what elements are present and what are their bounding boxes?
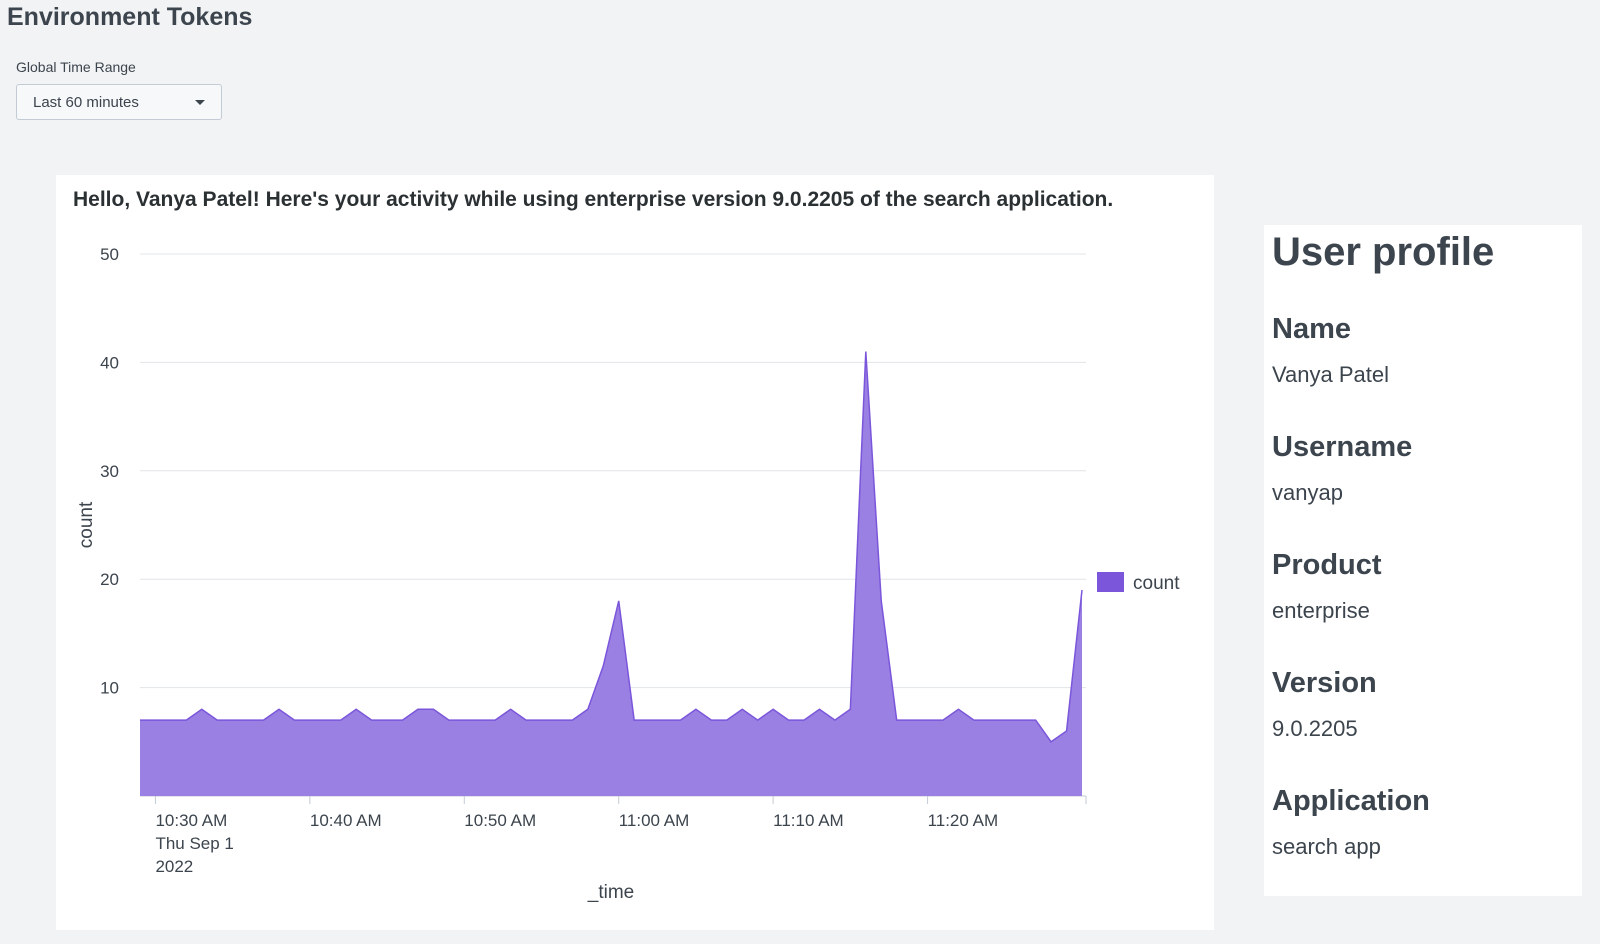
profile-field-username: Username vanyap — [1272, 431, 1412, 506]
time-range-dropdown[interactable]: Last 60 minutes — [16, 84, 222, 120]
caret-down-icon — [195, 100, 205, 105]
y-axis-title: count — [76, 501, 97, 548]
series-line-count — [140, 351, 1083, 743]
profile-field-name: Name Vanya Patel — [1272, 313, 1389, 388]
x-tick-label: 10:40 AM — [310, 811, 382, 830]
area-chart: 10 20 30 40 50 10:30 AM Thu Sep 1 2022 10:40 AM 1… — [76, 245, 1180, 903]
series-area-count — [140, 351, 1082, 796]
x-axis-title: _time — [587, 882, 634, 903]
dashboard-title: Environment Tokens — [7, 3, 253, 31]
y-tick-label: 10 — [100, 679, 119, 698]
profile-field-version: Version 9.0.2205 — [1272, 667, 1377, 742]
x-tick-label: 11:00 AM — [619, 811, 690, 830]
field-label: Application — [1272, 785, 1430, 817]
profile-heading: User profile — [1272, 230, 1495, 274]
field-value: enterprise — [1272, 598, 1370, 623]
field-label: Username — [1272, 431, 1413, 463]
profile-field-application: Application search app — [1272, 785, 1430, 860]
x-tick-label: 10:50 AM — [464, 811, 536, 830]
time-range-value: Last 60 minutes — [33, 94, 139, 111]
x-tick-label: 2022 — [155, 857, 193, 876]
legend-label: count — [1133, 573, 1180, 594]
field-value: Vanya Patel — [1272, 362, 1390, 387]
field-value: vanyap — [1272, 480, 1343, 505]
field-value: 9.0.2205 — [1272, 716, 1358, 741]
activity-chart-panel: Hello, Vanya Patel! Here's your activity… — [56, 175, 1214, 930]
user-profile-panel: User profile Name Vanya Patel Username v… — [1264, 225, 1582, 896]
profile-field-product: Product enterprise — [1272, 549, 1382, 624]
y-tick-label: 40 — [100, 353, 119, 372]
x-tick-label: 10:30 AM — [155, 811, 227, 830]
x-tick-label: Thu Sep 1 — [155, 834, 233, 853]
x-tick-label: 11:10 AM — [773, 811, 844, 830]
field-label: Name — [1272, 313, 1351, 345]
y-tick-label: 30 — [100, 462, 119, 481]
field-label: Version — [1272, 667, 1377, 699]
legend-swatch — [1097, 572, 1124, 592]
y-tick-label: 50 — [100, 245, 119, 264]
y-tick-label: 20 — [100, 570, 119, 589]
x-tick-label: 11:20 AM — [928, 811, 999, 830]
time-range-label: Global Time Range — [16, 59, 136, 75]
field-value: search app — [1272, 834, 1381, 859]
chart-title: Hello, Vanya Patel! Here's your activity… — [73, 188, 1114, 211]
field-label: Product — [1272, 549, 1382, 581]
